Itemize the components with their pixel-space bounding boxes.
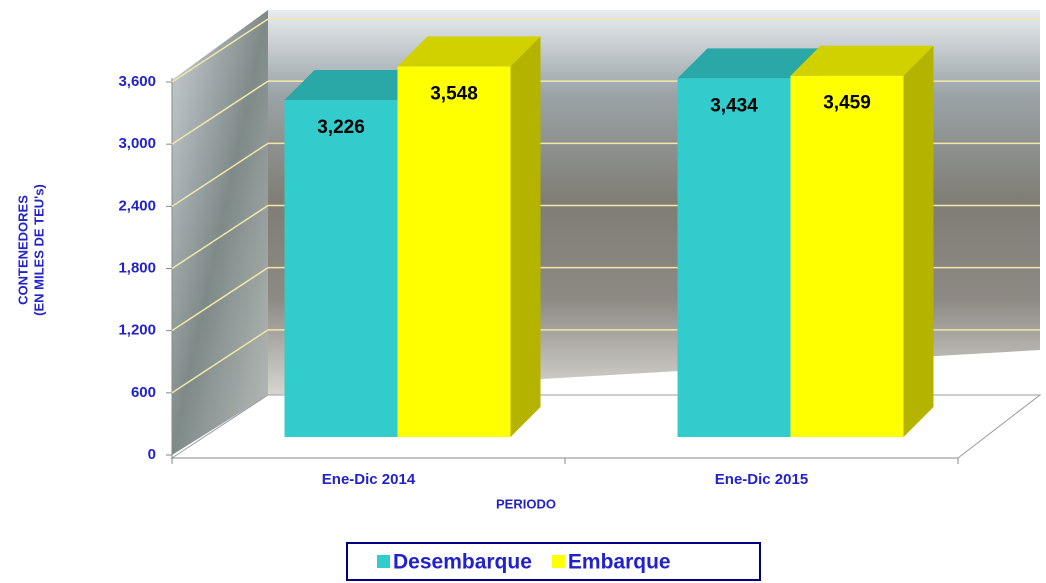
y-tick-label: 3,000 xyxy=(118,135,156,152)
y-tick-label: 1,200 xyxy=(118,322,156,339)
y-tick-label: 0 xyxy=(148,446,156,463)
y-tick-label: 600 xyxy=(131,384,156,401)
x-axis-title: PERIODO xyxy=(496,496,556,511)
value-label: 3,548 xyxy=(430,83,478,104)
legend-swatch xyxy=(377,555,390,568)
x-tick-label: Ene-Dic 2015 xyxy=(715,471,808,488)
legend-label: Embarque xyxy=(568,551,671,574)
y-axis-title-line: CONTENEDORES xyxy=(15,195,30,305)
chart: CONTENEDORES (EN MILES DE TEU's) PERIODO… xyxy=(0,0,1046,583)
y-axis-title: CONTENEDORES (EN MILES DE TEU's) xyxy=(15,184,46,316)
bar-front xyxy=(678,78,791,437)
y-tick-label: 3,600 xyxy=(118,73,156,90)
y-axis-title-line: (EN MILES DE TEU's) xyxy=(31,184,46,316)
bar-side xyxy=(511,36,541,437)
bar-front xyxy=(285,100,398,437)
x-tick-label: Ene-Dic 2014 xyxy=(322,471,416,488)
value-label: 3,434 xyxy=(710,95,758,116)
value-label: 3,226 xyxy=(317,117,365,138)
y-tick-label: 1,800 xyxy=(118,259,156,276)
bar-front xyxy=(398,66,511,437)
side-wall xyxy=(172,10,268,455)
value-label: 3,459 xyxy=(823,93,871,114)
bar-front xyxy=(791,76,904,437)
legend-swatch xyxy=(552,555,565,568)
legend-label: Desembarque xyxy=(393,551,532,574)
bar-side xyxy=(904,46,934,437)
y-tick-label: 2,400 xyxy=(118,197,156,214)
